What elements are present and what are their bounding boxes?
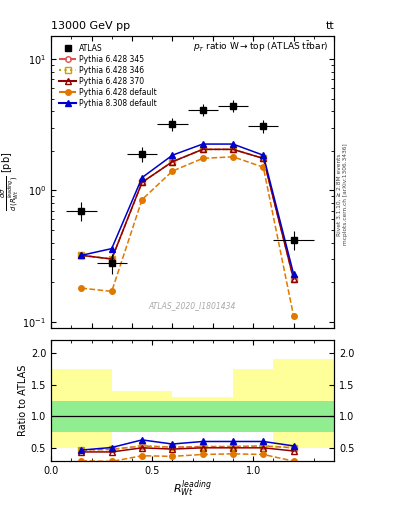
Pythia 6.428 345: [261, 155, 266, 161]
Pythia 6.428 default: [291, 313, 296, 319]
Y-axis label: Ratio to ATLAS: Ratio to ATLAS: [18, 365, 28, 436]
X-axis label: $R_{Wt}^{leading}$: $R_{Wt}^{leading}$: [173, 478, 212, 499]
Pythia 6.428 346: [109, 256, 114, 262]
Pythia 6.428 346: [140, 179, 144, 185]
Pythia 8.308 default: [291, 271, 296, 277]
Pythia 6.428 370: [261, 155, 266, 161]
Pythia 6.428 345: [291, 276, 296, 283]
Line: Pythia 6.428 370: Pythia 6.428 370: [79, 146, 296, 282]
Y-axis label: $\frac{d\sigma}{d\,(R_{Wt}^{leading})}$ [pb]: $\frac{d\sigma}{d\,(R_{Wt}^{leading})}$ …: [0, 152, 21, 211]
Pythia 8.308 default: [109, 246, 114, 252]
Pythia 6.428 default: [109, 288, 114, 294]
Line: Pythia 8.308 default: Pythia 8.308 default: [79, 141, 296, 277]
Pythia 6.428 346: [170, 159, 175, 165]
Pythia 8.308 default: [170, 152, 175, 158]
Pythia 8.308 default: [140, 175, 144, 181]
Text: ATLAS_2020_I1801434: ATLAS_2020_I1801434: [149, 301, 236, 310]
Text: tt: tt: [325, 22, 334, 31]
Pythia 6.428 346: [231, 146, 235, 153]
Pythia 6.428 370: [291, 276, 296, 283]
Pythia 6.428 345: [140, 179, 144, 185]
Pythia 6.428 346: [200, 146, 205, 153]
Pythia 6.428 default: [261, 164, 266, 170]
Pythia 6.428 370: [200, 146, 205, 153]
Line: Pythia 6.428 346: Pythia 6.428 346: [79, 146, 296, 282]
Pythia 8.308 default: [79, 252, 84, 259]
Pythia 6.428 370: [231, 146, 235, 153]
Pythia 6.428 345: [109, 256, 114, 262]
Pythia 6.428 346: [291, 276, 296, 283]
Pythia 6.428 345: [231, 146, 235, 153]
Pythia 6.428 370: [79, 252, 84, 259]
Pythia 6.428 370: [170, 159, 175, 165]
Pythia 8.308 default: [261, 152, 266, 158]
Pythia 6.428 default: [200, 155, 205, 161]
Text: 13000 GeV pp: 13000 GeV pp: [51, 22, 130, 31]
Pythia 6.428 345: [170, 159, 175, 165]
Legend: ATLAS, Pythia 6.428 345, Pythia 6.428 346, Pythia 6.428 370, Pythia 6.428 defaul: ATLAS, Pythia 6.428 345, Pythia 6.428 34…: [58, 42, 158, 109]
Pythia 6.428 370: [109, 256, 114, 262]
Pythia 6.428 default: [79, 285, 84, 291]
Pythia 6.428 346: [261, 155, 266, 161]
Line: Pythia 6.428 345: Pythia 6.428 345: [79, 146, 296, 282]
Pythia 6.428 default: [231, 154, 235, 160]
Pythia 6.428 346: [79, 252, 84, 259]
Pythia 6.428 370: [140, 179, 144, 185]
Pythia 8.308 default: [200, 141, 205, 147]
Pythia 6.428 default: [170, 168, 175, 174]
Pythia 6.428 default: [140, 197, 144, 203]
Line: Pythia 6.428 default: Pythia 6.428 default: [79, 154, 296, 319]
Text: $p_T$ ratio W$\rightarrow$top (ATLAS t$\bar{t}$bar): $p_T$ ratio W$\rightarrow$top (ATLAS t$\…: [193, 39, 329, 54]
Text: Rivet 3.1.10, ≥ 2.8M events: Rivet 3.1.10, ≥ 2.8M events: [336, 153, 341, 236]
Pythia 6.428 345: [200, 146, 205, 153]
Pythia 6.428 345: [79, 252, 84, 259]
Pythia 8.308 default: [231, 141, 235, 147]
Text: mcplots.cern.ch [arXiv:1306.3436]: mcplots.cern.ch [arXiv:1306.3436]: [343, 144, 347, 245]
